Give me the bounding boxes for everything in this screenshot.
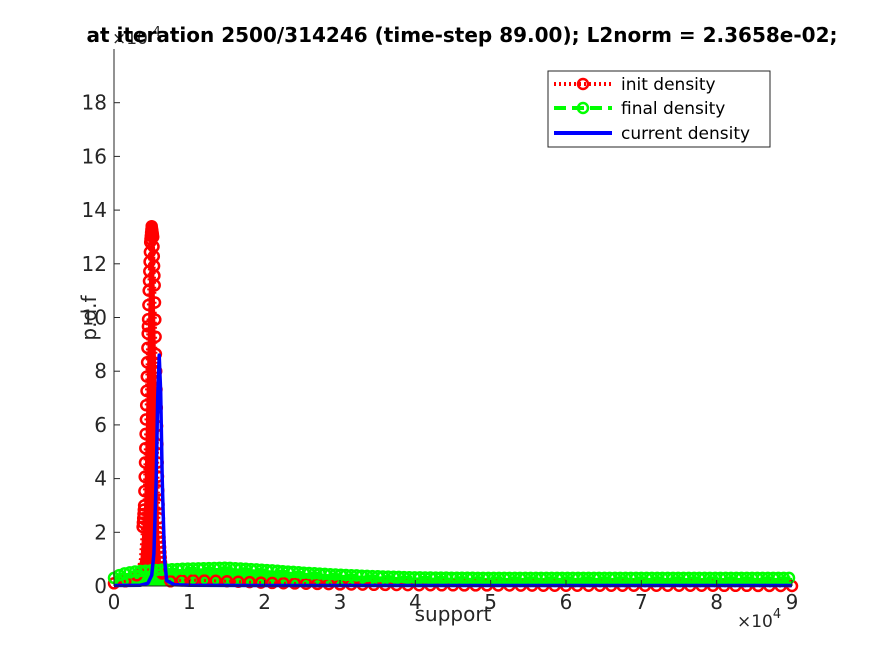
x-tick-label: 7	[635, 590, 648, 614]
x-axis-label: support	[415, 602, 492, 626]
x-tick-label: 6	[560, 590, 573, 614]
y-tick-label: 4	[94, 467, 107, 491]
x-tick-label: 1	[183, 590, 196, 614]
chart-title: at iteration 2500/314246 (time-step 89.0…	[87, 23, 838, 47]
x-multiplier-base: ×10	[737, 612, 773, 632]
y-tick-label: 2	[94, 520, 107, 544]
legend: init density final density current densi…	[548, 71, 770, 147]
y-tick-label: 8	[94, 359, 107, 383]
x-tick-label: 2	[258, 590, 271, 614]
x-tick-label: 8	[710, 590, 723, 614]
x-tick-label: 9	[786, 590, 799, 614]
y-tick-label: 6	[94, 413, 107, 437]
y-tick-label: 14	[82, 198, 107, 222]
x-multiplier-exp: 4	[773, 607, 781, 622]
x-tick-label: 3	[334, 590, 347, 614]
x-multiplier: ×104	[737, 607, 781, 632]
legend-label-init: init density	[621, 75, 716, 95]
y-tick-label: 0	[94, 574, 107, 598]
legend-label-final: final density	[621, 99, 725, 119]
legend-label-current: current density	[621, 124, 750, 144]
y-axis-label: p.d.f	[77, 294, 101, 340]
y-tick-label: 16	[82, 144, 107, 168]
x-tick-label: 0	[108, 590, 121, 614]
y-tick-label: 12	[82, 252, 107, 276]
y-tick-label: 18	[82, 91, 107, 115]
